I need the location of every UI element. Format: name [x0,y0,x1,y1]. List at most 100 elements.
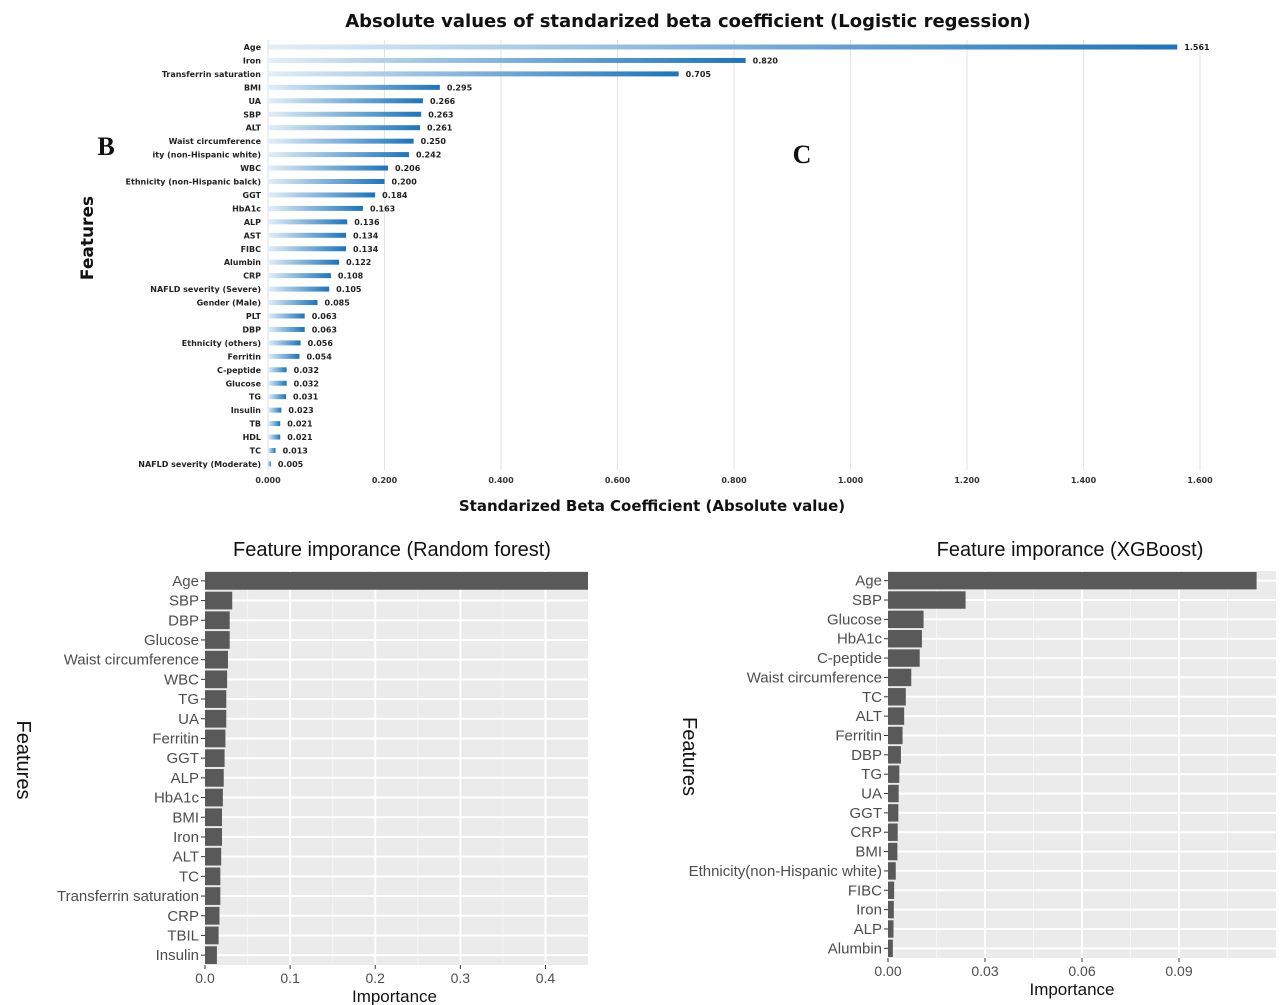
category-label: ALT [856,708,882,725]
bar [205,867,221,886]
bar [268,57,746,63]
category-label: Gender (Male) [197,299,261,308]
bar [268,394,287,400]
bar [888,707,905,725]
data-label: 0.085 [325,299,351,308]
bar [205,690,227,708]
data-label: 0.163 [370,204,395,213]
x-tick-label: 1.400 [1071,476,1097,485]
bar [205,611,230,630]
category-label: Glucose [226,379,262,388]
bar [205,887,221,905]
category-label: Alumbin [828,940,882,957]
category-label: HbA1c [837,631,883,648]
y-axis-label: Features [12,721,34,800]
category-label: FIBC [848,882,882,899]
x-tick-label: 0.400 [488,476,514,485]
category-label: AST [244,231,262,240]
category-label: HDL [243,433,261,442]
bar [888,939,893,958]
bar [268,179,385,184]
category-label: Insulin [156,947,199,964]
category-label: ity (non-Hispanic white) [153,151,261,160]
data-label: 0.295 [447,83,473,92]
x-tick-label: 1.600 [1187,476,1213,485]
category-label: NAFLD severity (Moderate) [138,460,261,469]
bar [888,688,906,706]
category-label: DBP [851,747,882,764]
category-label: CRP [243,272,261,281]
x-tick-label: 0.4 [536,970,556,986]
category-label: TG [178,691,199,708]
chart-title: Absolute values of standarized beta coef… [345,11,1031,32]
data-label: 0.031 [293,393,319,402]
bar [205,571,588,590]
category-label: HbA1c [154,790,200,807]
category-label: TC [250,447,261,456]
bar [888,881,895,899]
category-label: Iron [243,56,261,65]
chart-title: Feature imporance (Random forest) [233,539,551,561]
bar [205,946,217,965]
category-label: WBC [164,671,199,688]
category-label: Age [855,573,882,590]
bar [268,340,301,346]
bar [268,286,330,292]
category-label: Waist circumference [64,652,199,669]
bar [888,842,898,861]
category-label: UA [249,97,262,106]
category-label: Waist circumference [169,137,262,146]
bar [268,71,679,77]
data-label: 0.206 [395,164,421,173]
bar [205,906,220,925]
data-label: 0.134 [353,245,379,254]
data-label: 0.134 [353,231,379,240]
x-tick-label: 0.06 [1068,963,1095,979]
category-label: TC [179,868,199,885]
category-label: BMI [244,83,261,92]
bar [268,273,331,279]
x-tick-label: 0.800 [721,476,747,485]
bar [888,862,896,880]
category-label: GGT [167,750,200,767]
bar [205,650,228,669]
x-axis-label: Standarized Beta Coefficient (Absolute v… [459,497,845,515]
category-label: TG [249,393,261,402]
panel-letter-b: B [97,132,114,161]
bar [205,749,225,768]
bar [268,367,287,373]
x-tick-label: 0.2 [365,970,385,986]
y-axis-label: Features [78,196,98,280]
category-label: Transferrin saturation [57,888,199,905]
category-label: CRP [167,908,199,925]
logistic-regression-chart: Absolute values of standarized beta coef… [78,11,1213,515]
bar [888,610,924,629]
data-label: 0.200 [392,178,418,187]
category-label: CRP [850,824,882,841]
category-label: BMI [855,844,882,861]
category-label: Ethnicity(non-Hispanic white) [689,863,882,880]
data-label: 0.013 [283,447,308,456]
category-label: Iron [173,829,199,846]
bar [888,765,900,783]
x-tick-label: 0.000 [255,476,281,485]
data-label: 0.105 [336,285,362,294]
category-label: Iron [856,902,882,919]
bar [888,823,898,841]
data-label: 0.056 [308,339,334,348]
bar [205,729,226,748]
category-label: Age [244,43,262,52]
bar [205,591,233,610]
x-tick-label: 0.600 [605,476,631,485]
data-label: 0.023 [288,406,313,415]
plot-panel [205,571,588,965]
bar [888,630,922,648]
data-label: 0.266 [430,97,456,106]
y-axis-label: Features [678,717,700,796]
bar [205,768,224,787]
category-label: UA [861,786,882,803]
panel-letter-c: C [793,140,812,169]
category-label: Ethnicity (others) [182,339,261,348]
bar [268,246,347,252]
category-label: TC [862,689,882,706]
